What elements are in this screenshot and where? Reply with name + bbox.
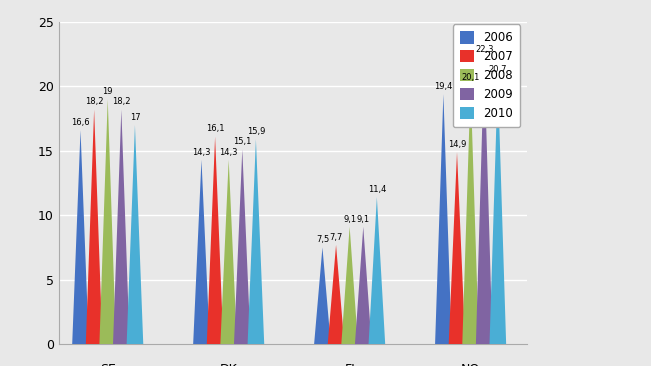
Polygon shape <box>221 160 237 344</box>
Polygon shape <box>234 149 251 344</box>
Polygon shape <box>86 109 102 344</box>
Text: 16,6: 16,6 <box>71 118 90 127</box>
Text: SE: SE <box>100 363 116 366</box>
Text: 22,3: 22,3 <box>475 45 493 53</box>
Text: 15,9: 15,9 <box>247 127 265 136</box>
Text: FI: FI <box>344 363 355 366</box>
Text: 11,4: 11,4 <box>368 185 386 194</box>
Text: NO: NO <box>461 363 480 366</box>
Polygon shape <box>314 247 331 344</box>
Polygon shape <box>462 85 479 344</box>
Text: 17: 17 <box>130 113 140 122</box>
Text: 14,9: 14,9 <box>448 140 466 149</box>
Polygon shape <box>72 130 89 344</box>
Text: DK: DK <box>220 363 238 366</box>
Polygon shape <box>449 152 465 344</box>
Polygon shape <box>127 125 143 344</box>
Text: 20,1: 20,1 <box>462 73 480 82</box>
Polygon shape <box>100 99 116 344</box>
Text: 9,1: 9,1 <box>343 214 356 224</box>
Text: 7,5: 7,5 <box>316 235 329 244</box>
Polygon shape <box>247 139 264 344</box>
Legend: 2006, 2007, 2008, 2009, 2010: 2006, 2007, 2008, 2009, 2010 <box>452 24 520 127</box>
Polygon shape <box>490 77 506 344</box>
Polygon shape <box>355 227 372 344</box>
Polygon shape <box>327 245 344 344</box>
Text: 9,1: 9,1 <box>357 214 370 224</box>
Polygon shape <box>207 137 223 344</box>
Text: 18,2: 18,2 <box>112 97 131 107</box>
Text: 19: 19 <box>102 87 113 96</box>
Text: 18,2: 18,2 <box>85 97 104 107</box>
Polygon shape <box>113 109 130 344</box>
Polygon shape <box>476 57 493 344</box>
Text: 19,4: 19,4 <box>434 82 452 91</box>
Text: 14,3: 14,3 <box>192 147 211 157</box>
Text: 7,7: 7,7 <box>329 233 342 242</box>
Text: 14,3: 14,3 <box>219 147 238 157</box>
Polygon shape <box>435 94 452 344</box>
Polygon shape <box>341 227 358 344</box>
Text: 20,7: 20,7 <box>489 65 507 74</box>
Polygon shape <box>368 197 385 344</box>
Polygon shape <box>193 160 210 344</box>
Text: 16,1: 16,1 <box>206 124 225 133</box>
Text: 15,1: 15,1 <box>233 137 251 146</box>
